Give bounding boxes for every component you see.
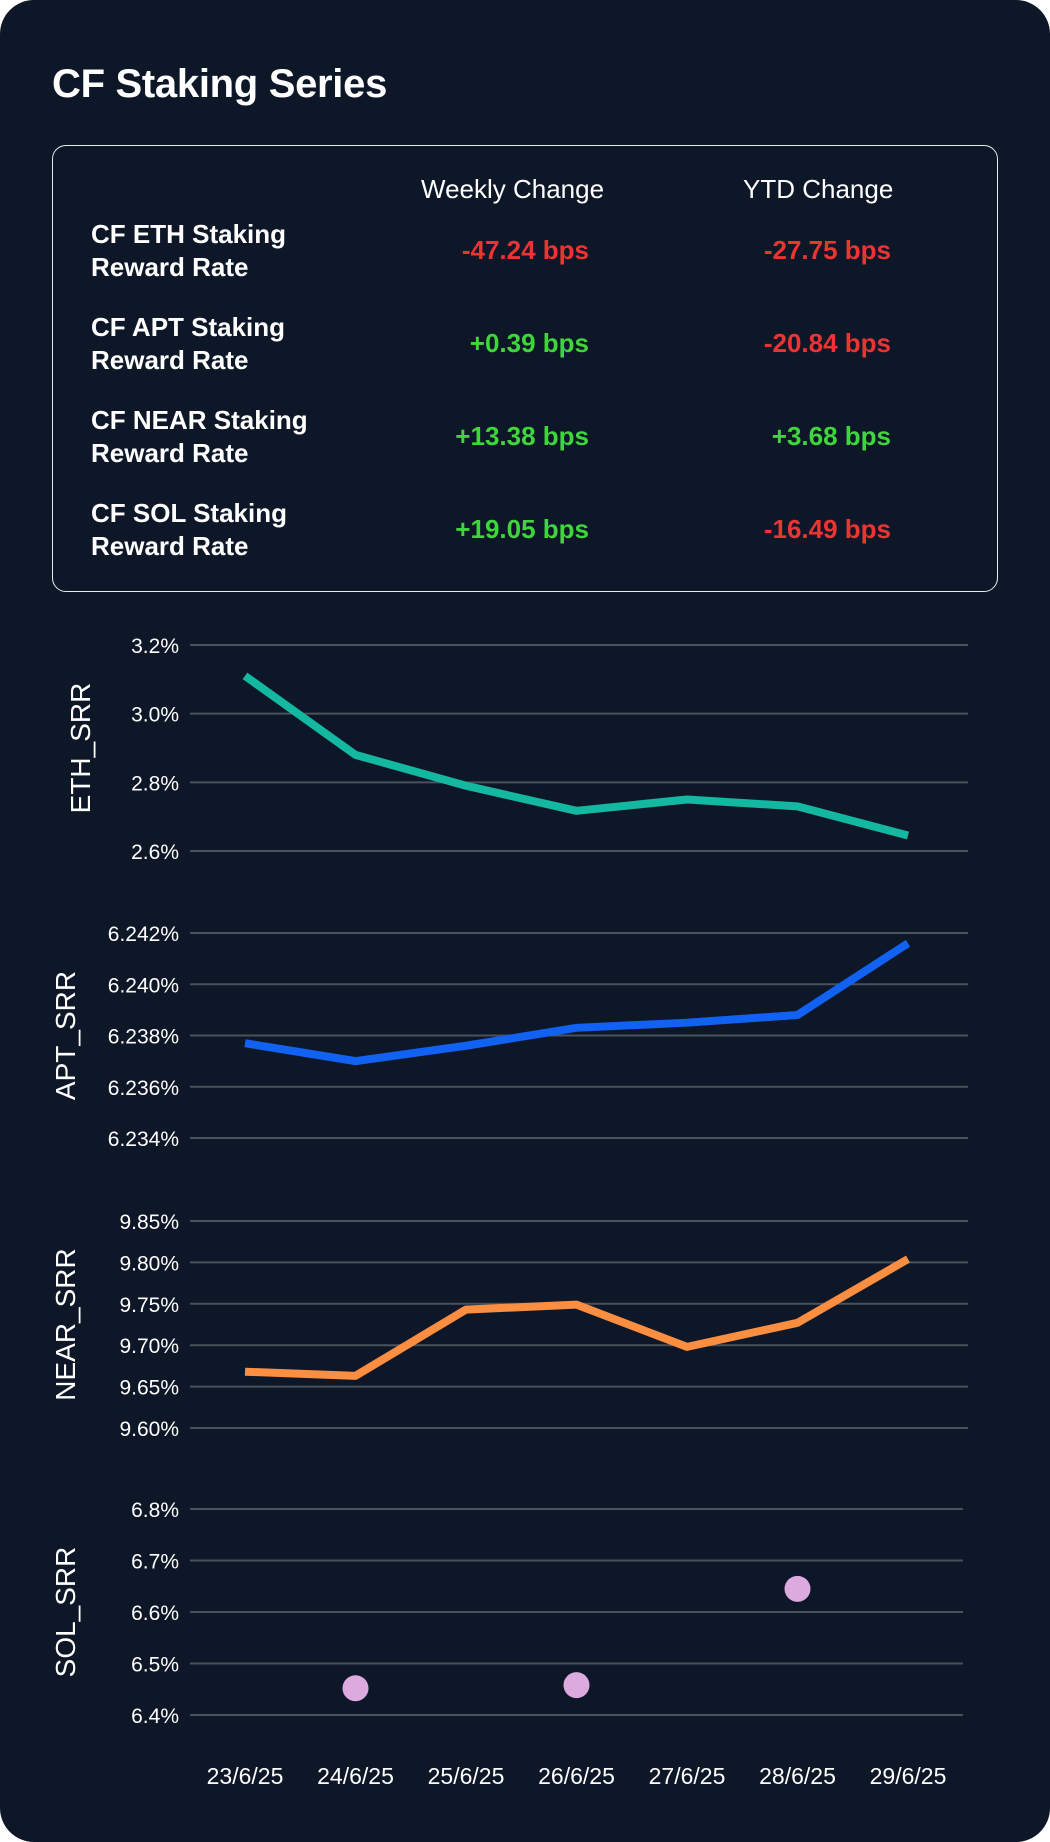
y-tick-label: 6.234% bbox=[108, 1128, 179, 1151]
y-tick-label: 6.236% bbox=[108, 1077, 179, 1100]
y-tick-label: 9.80% bbox=[119, 1252, 179, 1275]
series-line bbox=[244, 1255, 910, 1380]
ytd-change-value: -16.49 bps bbox=[763, 514, 891, 544]
row-name-line2: Reward Rate bbox=[91, 438, 249, 468]
y-tick-label: 9.75% bbox=[119, 1294, 179, 1317]
row-name: CF ETH Staking Reward Rate bbox=[91, 218, 351, 284]
y-tick-label: 6.5% bbox=[131, 1654, 179, 1677]
ytd-change-value: -27.75 bps bbox=[763, 235, 891, 265]
page-title: CF Staking Series bbox=[52, 62, 388, 106]
ytd-change-value: +3.68 bps bbox=[771, 421, 891, 451]
x-tick-label: 29/6/25 bbox=[870, 1763, 947, 1789]
y-tick-label: 3.0% bbox=[131, 704, 179, 727]
y-tick-label: 6.238% bbox=[108, 1026, 179, 1049]
y-tick-label: 9.65% bbox=[119, 1377, 179, 1400]
y-tick-label: 9.85% bbox=[119, 1211, 179, 1234]
table-row: CF APT Staking Reward Rate +0.39 bps -20… bbox=[53, 311, 997, 381]
weekly-change-value: +19.05 bps bbox=[455, 514, 589, 544]
y-tick-label: 9.70% bbox=[119, 1335, 179, 1358]
table-row: CF NEAR Staking Reward Rate +13.38 bps +… bbox=[53, 404, 997, 474]
header-weekly-change: Weekly Change bbox=[421, 174, 605, 204]
weekly-change-value: -47.24 bps bbox=[461, 235, 589, 265]
row-name-line2: Reward Rate bbox=[91, 531, 249, 561]
weekly-change-value: +0.39 bps bbox=[469, 328, 589, 358]
y-tick-label: 6.7% bbox=[131, 1551, 179, 1574]
series-line bbox=[244, 939, 911, 1066]
data-point bbox=[563, 1672, 590, 1699]
header-ytd-change: YTD Change bbox=[743, 174, 894, 204]
y-tick-label: 6.4% bbox=[131, 1705, 179, 1728]
y-axis-label: SOL_SRR bbox=[50, 1547, 81, 1678]
y-tick-label: 6.8% bbox=[131, 1499, 179, 1522]
y-axis-label: ETH_SRR bbox=[65, 683, 96, 814]
y-tick-label: 2.6% bbox=[131, 841, 179, 864]
x-tick-label: 26/6/25 bbox=[538, 1763, 615, 1789]
x-tick-label: 28/6/25 bbox=[759, 1763, 836, 1789]
row-name: CF APT Staking Reward Rate bbox=[91, 311, 351, 377]
x-tick-label: 27/6/25 bbox=[649, 1763, 726, 1789]
row-name-line1: CF ETH Staking bbox=[91, 219, 287, 249]
y-tick-label: 9.60% bbox=[119, 1418, 179, 1441]
data-point bbox=[342, 1675, 369, 1702]
y-tick-label: 3.2% bbox=[131, 635, 179, 658]
summary-table: Weekly Change YTD Change CF ETH Staking … bbox=[52, 145, 998, 592]
row-name-line1: CF APT Staking bbox=[91, 312, 286, 342]
y-axis-label: NEAR_SRR bbox=[50, 1248, 81, 1400]
y-tick-label: 6.242% bbox=[108, 923, 179, 946]
table-row: CF ETH Staking Reward Rate -47.24 bps -2… bbox=[53, 218, 997, 288]
y-axis-label: APT_SRR bbox=[50, 971, 81, 1100]
series-line bbox=[242, 672, 910, 840]
y-tick-label: 6.240% bbox=[108, 974, 179, 997]
row-name-line2: Reward Rate bbox=[91, 252, 249, 282]
row-name-line1: CF SOL Staking bbox=[91, 498, 287, 528]
row-name-line1: CF NEAR Staking bbox=[91, 405, 308, 435]
x-tick-label: 24/6/25 bbox=[317, 1763, 394, 1789]
row-name: CF NEAR Staking Reward Rate bbox=[91, 404, 351, 470]
y-tick-label: 6.6% bbox=[131, 1602, 179, 1625]
y-tick-label: 2.8% bbox=[131, 772, 179, 795]
weekly-change-value: +13.38 bps bbox=[455, 421, 589, 451]
ytd-change-value: -20.84 bps bbox=[763, 328, 891, 358]
x-tick-label: 25/6/25 bbox=[428, 1763, 505, 1789]
row-name-line2: Reward Rate bbox=[91, 345, 249, 375]
row-name: CF SOL Staking Reward Rate bbox=[91, 497, 351, 563]
table-row: CF SOL Staking Reward Rate +19.05 bps -1… bbox=[53, 497, 997, 567]
data-point bbox=[784, 1575, 811, 1602]
x-tick-label: 23/6/25 bbox=[207, 1763, 284, 1789]
